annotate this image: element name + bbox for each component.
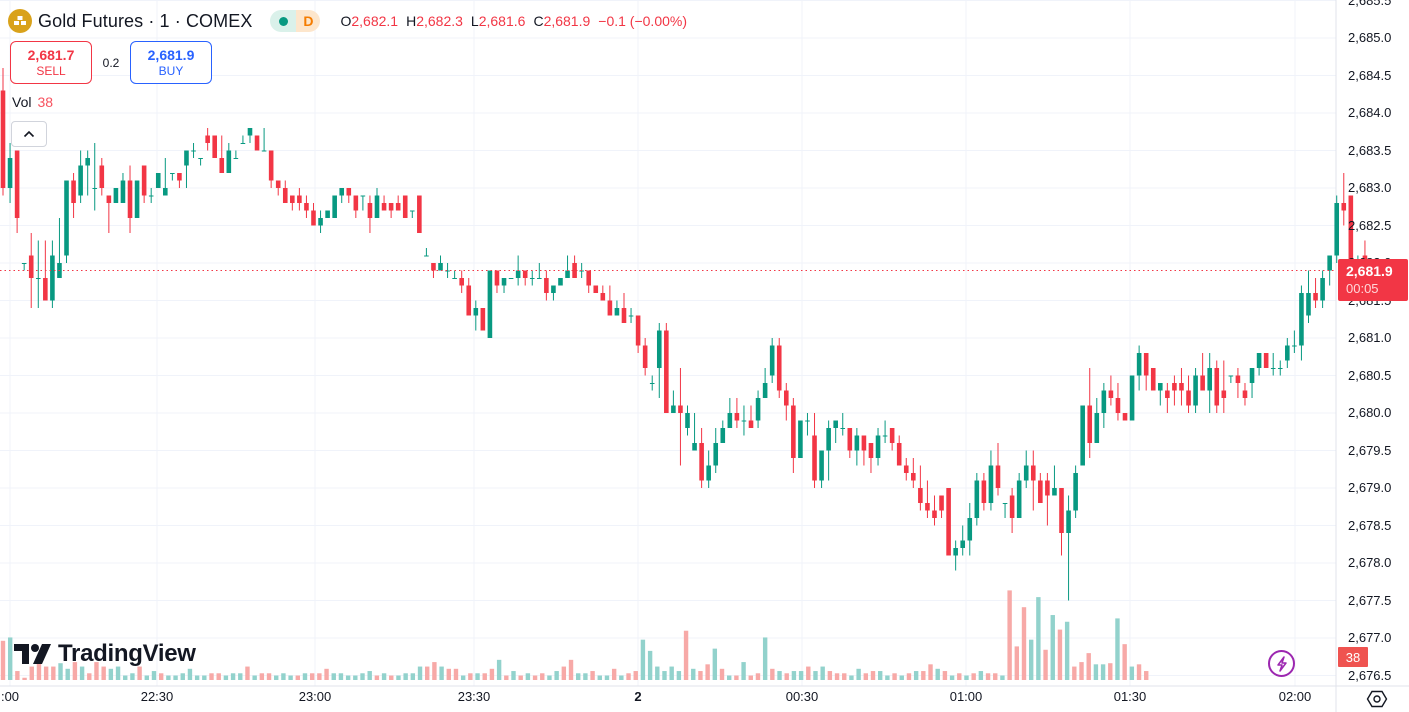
chevron-up-icon bbox=[23, 130, 35, 138]
sell-button[interactable]: 2,681.7 SELL bbox=[10, 41, 92, 84]
volume-label: Vol bbox=[12, 94, 32, 110]
sell-price: 2,681.7 bbox=[27, 46, 75, 63]
time-tick-label: 22:30 bbox=[140, 689, 174, 704]
price-tick-label: 2,679.5 bbox=[1348, 442, 1392, 458]
low-label: L bbox=[470, 13, 479, 29]
price-tick-label: 2,679.0 bbox=[1348, 480, 1392, 495]
price-tick-label: 2,678.0 bbox=[1348, 555, 1392, 570]
spread-value: 0.2 bbox=[102, 55, 120, 70]
price-axis[interactable]: 2,685.5 2,685.0 2,684.5 2,684.0 2,683.5 2,683… bbox=[1336, 0, 1409, 686]
alerts-lightning-button[interactable] bbox=[1268, 650, 1295, 677]
collapse-legend-button[interactable] bbox=[11, 121, 47, 147]
buy-label: BUY bbox=[158, 63, 184, 78]
change-value: −0.1 (−0.00%) bbox=[598, 13, 688, 29]
price-tick-label: 2,677.0 bbox=[1348, 630, 1392, 645]
close-value: 2,681.9 bbox=[543, 13, 591, 29]
volume-price-tag: 38 bbox=[1338, 647, 1368, 667]
last-price-tag: 2,681.9 00:05 bbox=[1338, 259, 1408, 301]
gold-bars-icon[interactable] bbox=[8, 9, 32, 33]
high-value: 2,682.3 bbox=[416, 13, 463, 29]
price-tick-label: 2,683.0 bbox=[1348, 180, 1392, 195]
status-dot-icon bbox=[278, 16, 288, 26]
price-tick-label: 2,681.0 bbox=[1348, 330, 1392, 345]
price-tick-label: 2,676.5 bbox=[1348, 667, 1392, 683]
settings-hexagon-icon bbox=[1366, 690, 1388, 708]
time-tick-label: 00:30 bbox=[785, 689, 819, 704]
price-tick-label: 2,685.0 bbox=[1348, 30, 1392, 45]
price-tick-label: 2,682.5 bbox=[1348, 217, 1392, 233]
buy-button[interactable]: 2,681.9 BUY bbox=[130, 41, 212, 84]
price-tick-label: 2,684.5 bbox=[1348, 67, 1392, 83]
tradingview-logo[interactable]: TradingView bbox=[14, 640, 196, 668]
price-tick-label: 2,678.5 bbox=[1348, 517, 1392, 533]
sell-label: SELL bbox=[36, 63, 66, 78]
price-tick-label: 2,685.5 bbox=[1348, 0, 1392, 8]
close-label: C bbox=[533, 13, 544, 29]
tradingview-logo-icon bbox=[14, 644, 51, 664]
open-value: 2,682.1 bbox=[351, 13, 399, 29]
high-label: H bbox=[406, 13, 417, 29]
ohlc-values: O2,682.1 H2,682.3 L2,681.6 C2,681.9 −0.1… bbox=[340, 13, 687, 29]
time-tick-label: :00 bbox=[0, 689, 20, 704]
price-tick-label: 2,680.5 bbox=[1348, 367, 1392, 383]
market-status-pill[interactable]: D bbox=[270, 10, 321, 32]
last-price-value: 2,681.9 bbox=[1346, 263, 1393, 279]
time-tick-label: 2 bbox=[634, 689, 642, 704]
volume-legend[interactable]: Vol 38 bbox=[12, 94, 53, 110]
tradingview-wordmark: TradingView bbox=[58, 640, 196, 667]
time-tick-label: 02:00 bbox=[1278, 689, 1312, 704]
volume-value: 38 bbox=[37, 94, 54, 110]
low-value: 2,681.6 bbox=[478, 13, 526, 29]
bar-countdown: 00:05 bbox=[1346, 281, 1379, 296]
delayed-data-badge: D bbox=[296, 10, 321, 32]
time-tick-label: 23:30 bbox=[457, 689, 491, 704]
price-tick-label: 2,684.0 bbox=[1348, 105, 1392, 120]
time-tick-label: 23:00 bbox=[298, 689, 332, 704]
price-tick-label: 2,680.0 bbox=[1348, 405, 1392, 420]
price-tick-label: 2,677.5 bbox=[1348, 592, 1392, 608]
price-tick-label: 2,683.5 bbox=[1348, 142, 1392, 158]
time-tick-label: 01:30 bbox=[1113, 689, 1147, 704]
market-open-indicator bbox=[270, 10, 297, 32]
trade-buttons: 2,681.7 SELL 0.2 2,681.9 BUY bbox=[10, 41, 212, 84]
time-tick-label: 01:00 bbox=[949, 689, 983, 704]
symbol-legend: Gold Futures · 1 · COMEX D O2,682.1 H2,6… bbox=[8, 8, 687, 34]
time-axis[interactable]: :00 22:30 23:00 23:30 2 00:30 01:00 01:30 02:00 bbox=[0, 686, 1336, 712]
chart-settings-button[interactable] bbox=[1366, 688, 1388, 710]
buy-price: 2,681.9 bbox=[147, 46, 195, 63]
symbol-title[interactable]: Gold Futures · 1 · COMEX bbox=[38, 10, 253, 31]
lightning-icon bbox=[1276, 655, 1287, 672]
open-label: O bbox=[340, 13, 352, 29]
